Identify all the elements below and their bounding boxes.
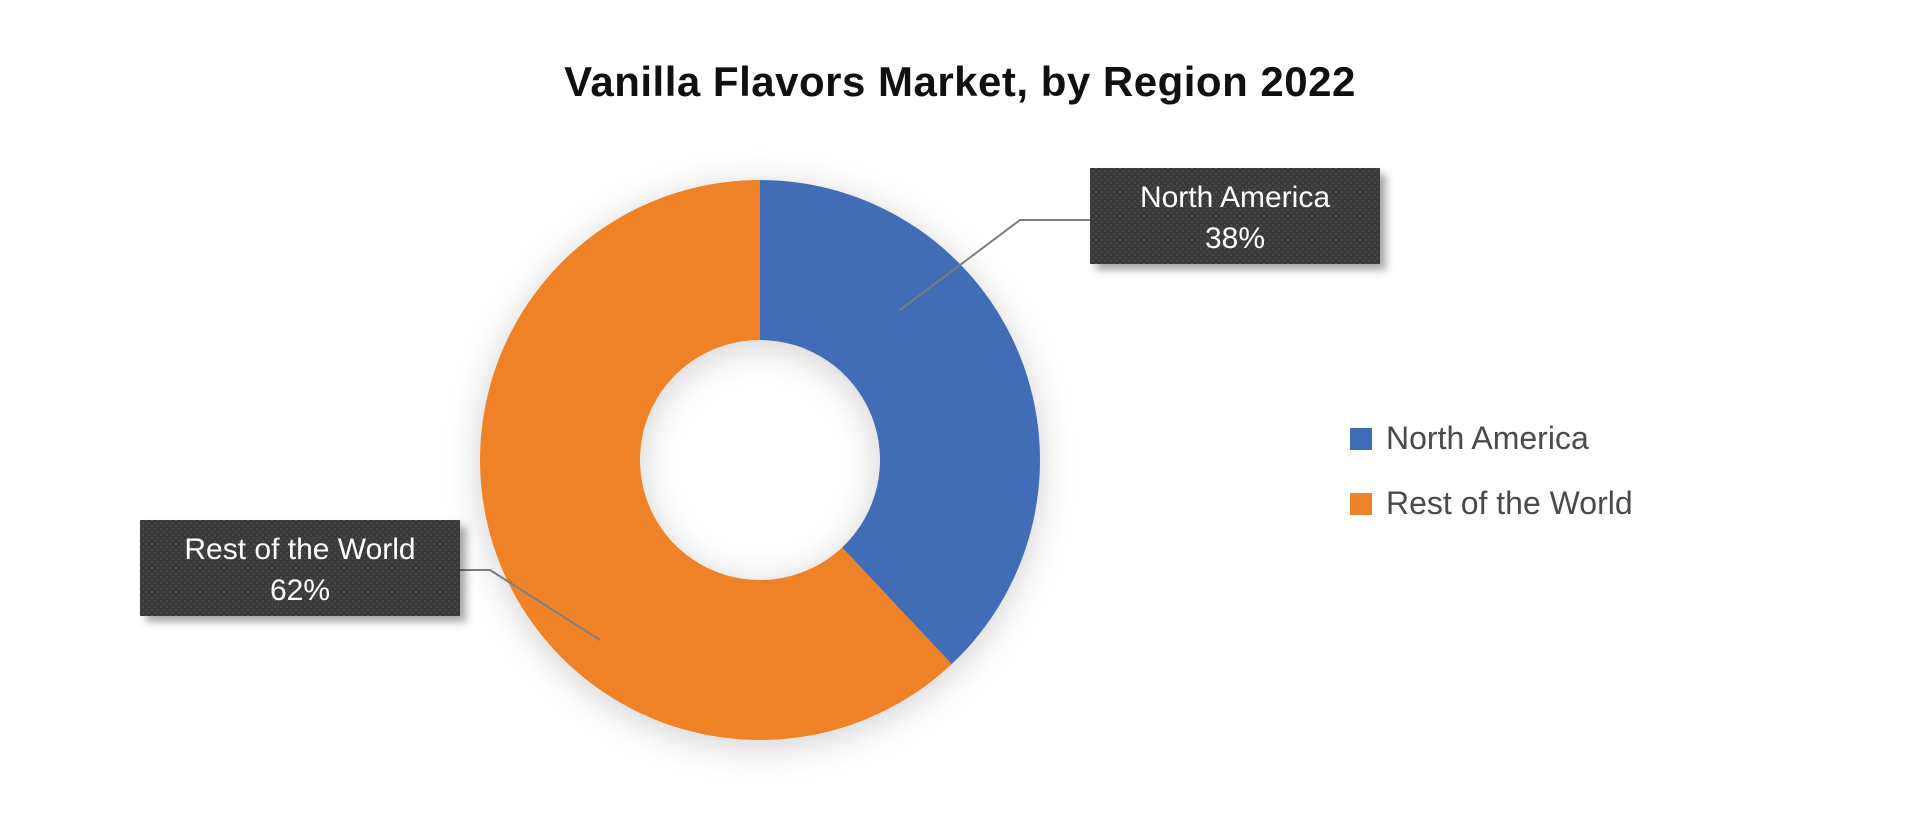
legend-swatch-north-america — [1350, 428, 1372, 450]
legend-item-north-america: North America — [1350, 420, 1633, 457]
donut-group — [480, 180, 1040, 740]
legend-item-rest-of-world: Rest of the World — [1350, 485, 1633, 522]
callout-north-america: North America 38% — [1090, 168, 1380, 264]
callout-north-america-percent: 38% — [1112, 219, 1358, 260]
legend-label-rest-of-world: Rest of the World — [1386, 485, 1633, 522]
callout-rest-of-world: Rest of the World 62% — [140, 520, 460, 616]
legend-label-north-america: North America — [1386, 420, 1589, 457]
callout-rest-of-world-label: Rest of the World — [162, 530, 438, 571]
chart-stage: Vanilla Flavors Market, by Region 2022 N… — [0, 0, 1920, 818]
donut-chart-svg — [0, 0, 1920, 818]
chart-legend: North America Rest of the World — [1350, 420, 1633, 522]
legend-swatch-rest-of-world — [1350, 493, 1372, 515]
callout-rest-of-world-percent: 62% — [162, 571, 438, 612]
callout-north-america-label: North America — [1112, 178, 1358, 219]
